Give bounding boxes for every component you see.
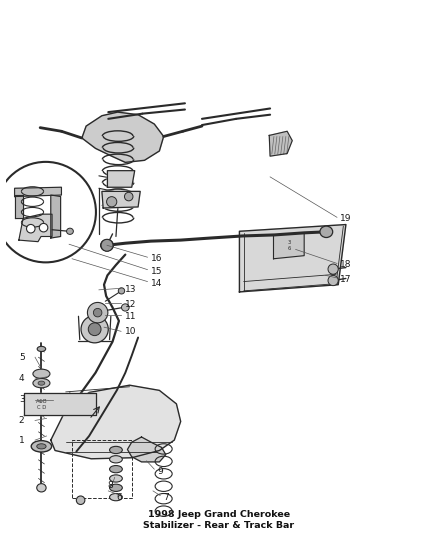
- Circle shape: [93, 309, 102, 317]
- Text: 16: 16: [151, 254, 162, 263]
- Text: 18: 18: [340, 261, 352, 270]
- Text: 17: 17: [340, 275, 352, 284]
- Text: 19: 19: [340, 214, 352, 223]
- Circle shape: [328, 276, 338, 286]
- Text: 15: 15: [151, 266, 162, 276]
- Ellipse shape: [320, 226, 333, 238]
- Text: 13: 13: [124, 285, 136, 294]
- Polygon shape: [273, 233, 304, 259]
- Text: 3: 3: [19, 395, 25, 404]
- Text: A⊕B
C D: A⊕B C D: [35, 399, 47, 410]
- Polygon shape: [19, 214, 52, 241]
- Circle shape: [88, 323, 101, 336]
- Circle shape: [328, 264, 338, 274]
- Text: 4: 4: [19, 375, 25, 383]
- Circle shape: [76, 496, 85, 505]
- Ellipse shape: [37, 444, 46, 449]
- Polygon shape: [127, 437, 166, 462]
- Polygon shape: [51, 385, 180, 459]
- Ellipse shape: [110, 484, 122, 491]
- Ellipse shape: [38, 381, 45, 385]
- Text: 1998 Jeep Grand Cherokee
Stabilizer - Rear & Track Bar: 1998 Jeep Grand Cherokee Stabilizer - Re…: [143, 510, 295, 530]
- Text: 5: 5: [19, 353, 25, 362]
- Text: 8: 8: [107, 481, 113, 490]
- Text: 14: 14: [151, 279, 162, 288]
- Text: 12: 12: [124, 300, 136, 309]
- Circle shape: [106, 197, 117, 207]
- Ellipse shape: [33, 369, 50, 378]
- Ellipse shape: [110, 456, 122, 463]
- Ellipse shape: [101, 240, 113, 251]
- Text: 7: 7: [164, 492, 170, 502]
- Ellipse shape: [121, 304, 129, 311]
- Polygon shape: [51, 195, 60, 238]
- Polygon shape: [240, 224, 346, 292]
- Text: 10: 10: [124, 327, 136, 336]
- Ellipse shape: [110, 446, 122, 454]
- Circle shape: [27, 224, 35, 233]
- Polygon shape: [14, 187, 61, 197]
- Circle shape: [88, 302, 108, 323]
- Polygon shape: [24, 393, 95, 415]
- Polygon shape: [82, 112, 164, 163]
- Text: 3
6: 3 6: [287, 240, 290, 251]
- Ellipse shape: [118, 288, 125, 294]
- Ellipse shape: [110, 465, 122, 473]
- Ellipse shape: [31, 441, 52, 452]
- Text: 11: 11: [124, 312, 136, 321]
- Text: 1: 1: [19, 435, 25, 445]
- Ellipse shape: [110, 475, 122, 482]
- Ellipse shape: [67, 228, 73, 235]
- Text: 9: 9: [157, 467, 163, 476]
- Circle shape: [39, 223, 48, 232]
- Text: 6: 6: [116, 492, 122, 502]
- Polygon shape: [14, 195, 23, 219]
- Circle shape: [124, 192, 133, 201]
- Polygon shape: [269, 131, 292, 156]
- Polygon shape: [102, 191, 140, 208]
- Circle shape: [81, 316, 108, 343]
- Polygon shape: [107, 171, 134, 187]
- Circle shape: [101, 239, 113, 251]
- Ellipse shape: [33, 378, 50, 388]
- Text: 2: 2: [19, 416, 25, 425]
- Circle shape: [0, 162, 96, 262]
- Ellipse shape: [37, 483, 46, 492]
- Ellipse shape: [37, 346, 46, 352]
- Ellipse shape: [110, 494, 122, 501]
